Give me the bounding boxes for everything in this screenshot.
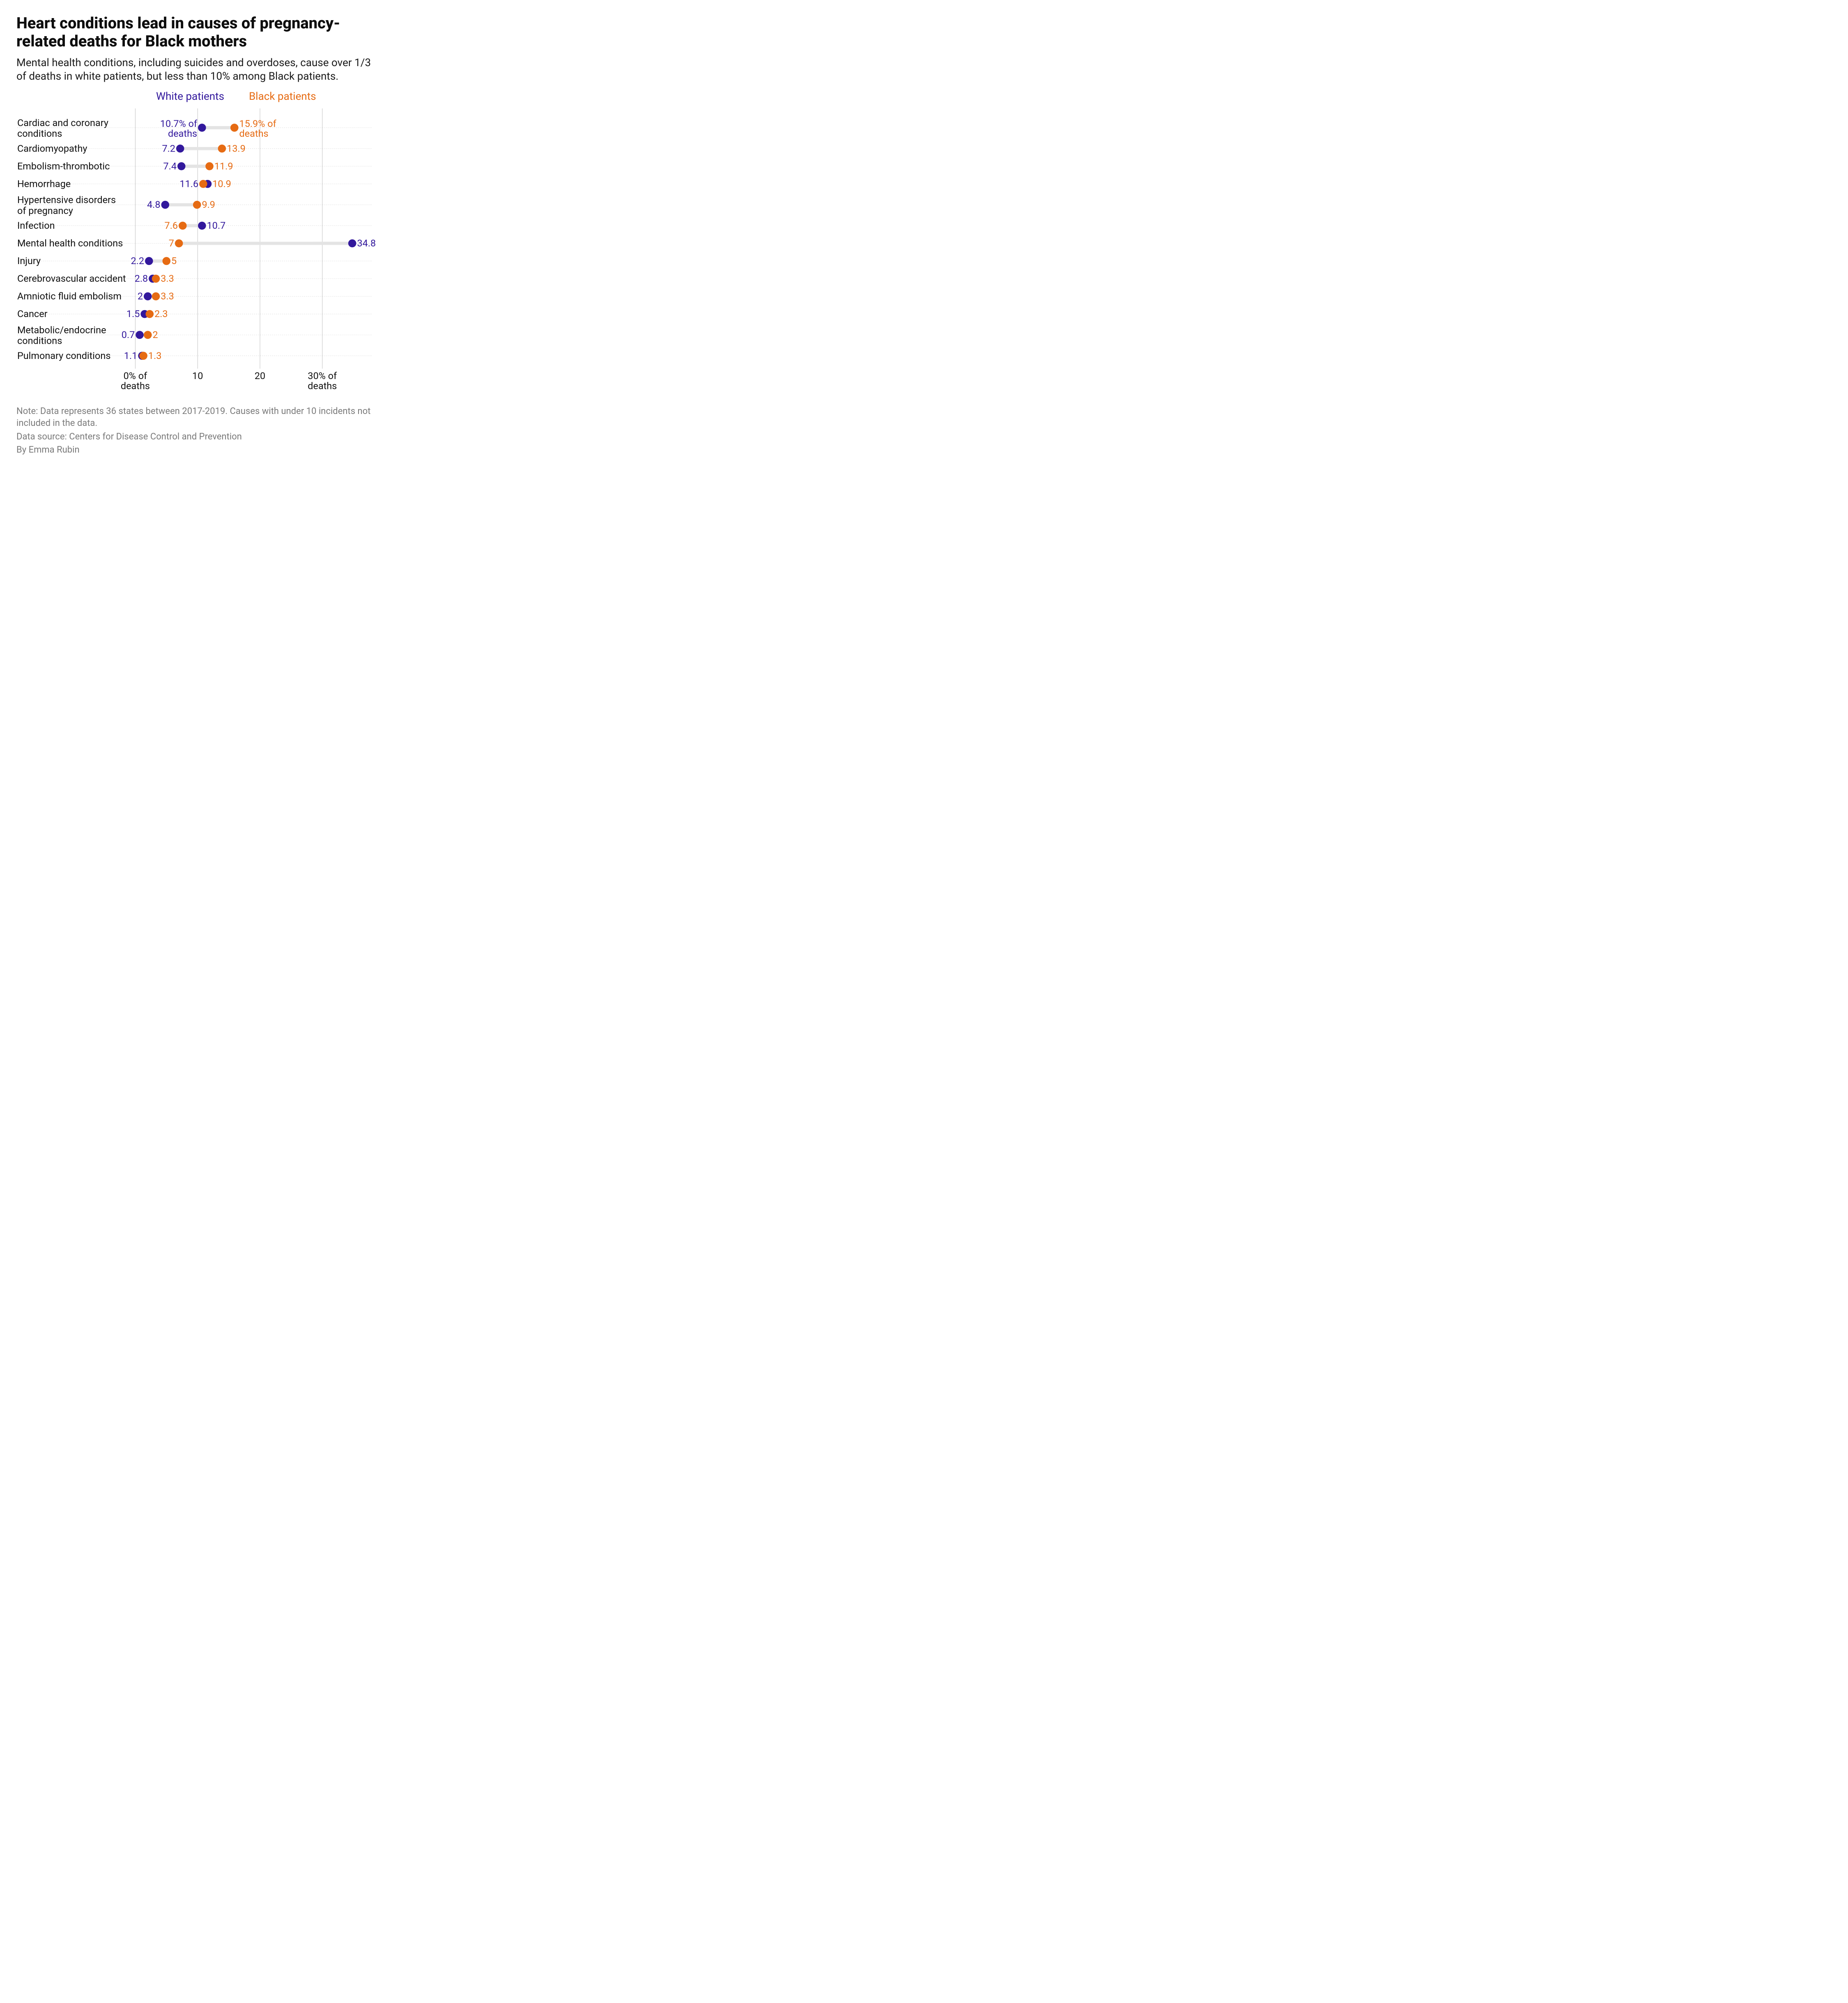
- svg-text:Pulmonary conditions: Pulmonary conditions: [17, 350, 111, 361]
- svg-text:deaths: deaths: [168, 128, 197, 140]
- svg-text:34.8: 34.8: [357, 237, 376, 249]
- svg-text:Infection: Infection: [17, 220, 55, 231]
- svg-text:Hypertensive disorders: Hypertensive disorders: [17, 194, 116, 206]
- chart-footnote: Note: Data represents 36 states between …: [16, 406, 378, 456]
- svg-text:4.8: 4.8: [147, 199, 161, 211]
- svg-text:deaths: deaths: [121, 380, 150, 392]
- svg-text:2.8: 2.8: [135, 273, 148, 284]
- page-subtitle: Mental health conditions, including suic…: [16, 56, 378, 83]
- svg-text:2.2: 2.2: [131, 255, 145, 267]
- svg-text:1.1: 1.1: [124, 350, 138, 361]
- svg-text:0.7: 0.7: [122, 329, 135, 340]
- svg-text:Amniotic fluid embolism: Amniotic fluid embolism: [17, 290, 122, 302]
- svg-text:11.6: 11.6: [179, 178, 198, 190]
- svg-text:13.9: 13.9: [227, 143, 246, 154]
- svg-text:Cancer: Cancer: [17, 308, 48, 320]
- svg-text:10.9: 10.9: [212, 178, 231, 190]
- svg-text:11.9: 11.9: [214, 161, 233, 172]
- legend-white: White patients: [156, 90, 224, 103]
- svg-text:deaths: deaths: [239, 128, 269, 140]
- svg-text:Metabolic/endocrine: Metabolic/endocrine: [17, 324, 106, 336]
- svg-text:10: 10: [192, 370, 203, 382]
- svg-text:Hemorrhage: Hemorrhage: [17, 178, 71, 190]
- svg-text:2.3: 2.3: [154, 308, 168, 320]
- svg-text:Cerebrovascular accident: Cerebrovascular accident: [17, 273, 126, 284]
- svg-text:10.7: 10.7: [207, 220, 226, 231]
- svg-text:5: 5: [171, 255, 177, 267]
- svg-text:2: 2: [138, 290, 143, 302]
- svg-text:7: 7: [169, 237, 174, 249]
- svg-text:7.2: 7.2: [162, 143, 175, 154]
- svg-text:deaths: deaths: [308, 380, 337, 392]
- svg-text:of pregnancy: of pregnancy: [17, 205, 73, 216]
- dumbbell-chart: 0% ofdeaths102030% ofdeathsCardiac and c…: [16, 105, 378, 400]
- footnote-note: Note: Data represents 36 states between …: [16, 406, 378, 429]
- svg-text:1.3: 1.3: [148, 350, 162, 361]
- chart-legend: White patients Black patients: [16, 90, 378, 103]
- svg-text:Cardiac and coronary: Cardiac and coronary: [17, 117, 108, 129]
- legend-black: Black patients: [249, 90, 316, 103]
- svg-text:9.9: 9.9: [202, 199, 215, 211]
- svg-text:Cardiomyopathy: Cardiomyopathy: [17, 143, 87, 154]
- svg-text:3.3: 3.3: [161, 290, 174, 302]
- footnote-byline: By Emma Rubin: [16, 444, 378, 456]
- svg-text:conditions: conditions: [17, 335, 62, 347]
- svg-text:7.4: 7.4: [163, 161, 177, 172]
- svg-text:Mental health conditions: Mental health conditions: [17, 237, 123, 249]
- svg-text:3.3: 3.3: [161, 273, 174, 284]
- svg-text:conditions: conditions: [17, 128, 62, 140]
- svg-text:1.5: 1.5: [126, 308, 140, 320]
- svg-text:20: 20: [255, 370, 265, 382]
- page-title: Heart conditions lead in causes of pregn…: [16, 15, 378, 51]
- svg-text:7.6: 7.6: [165, 220, 178, 231]
- footnote-source: Data source: Centers for Disease Control…: [16, 431, 378, 443]
- svg-text:Embolism-thrombotic: Embolism-thrombotic: [17, 161, 110, 172]
- svg-text:2: 2: [153, 329, 158, 340]
- svg-text:Injury: Injury: [17, 255, 41, 267]
